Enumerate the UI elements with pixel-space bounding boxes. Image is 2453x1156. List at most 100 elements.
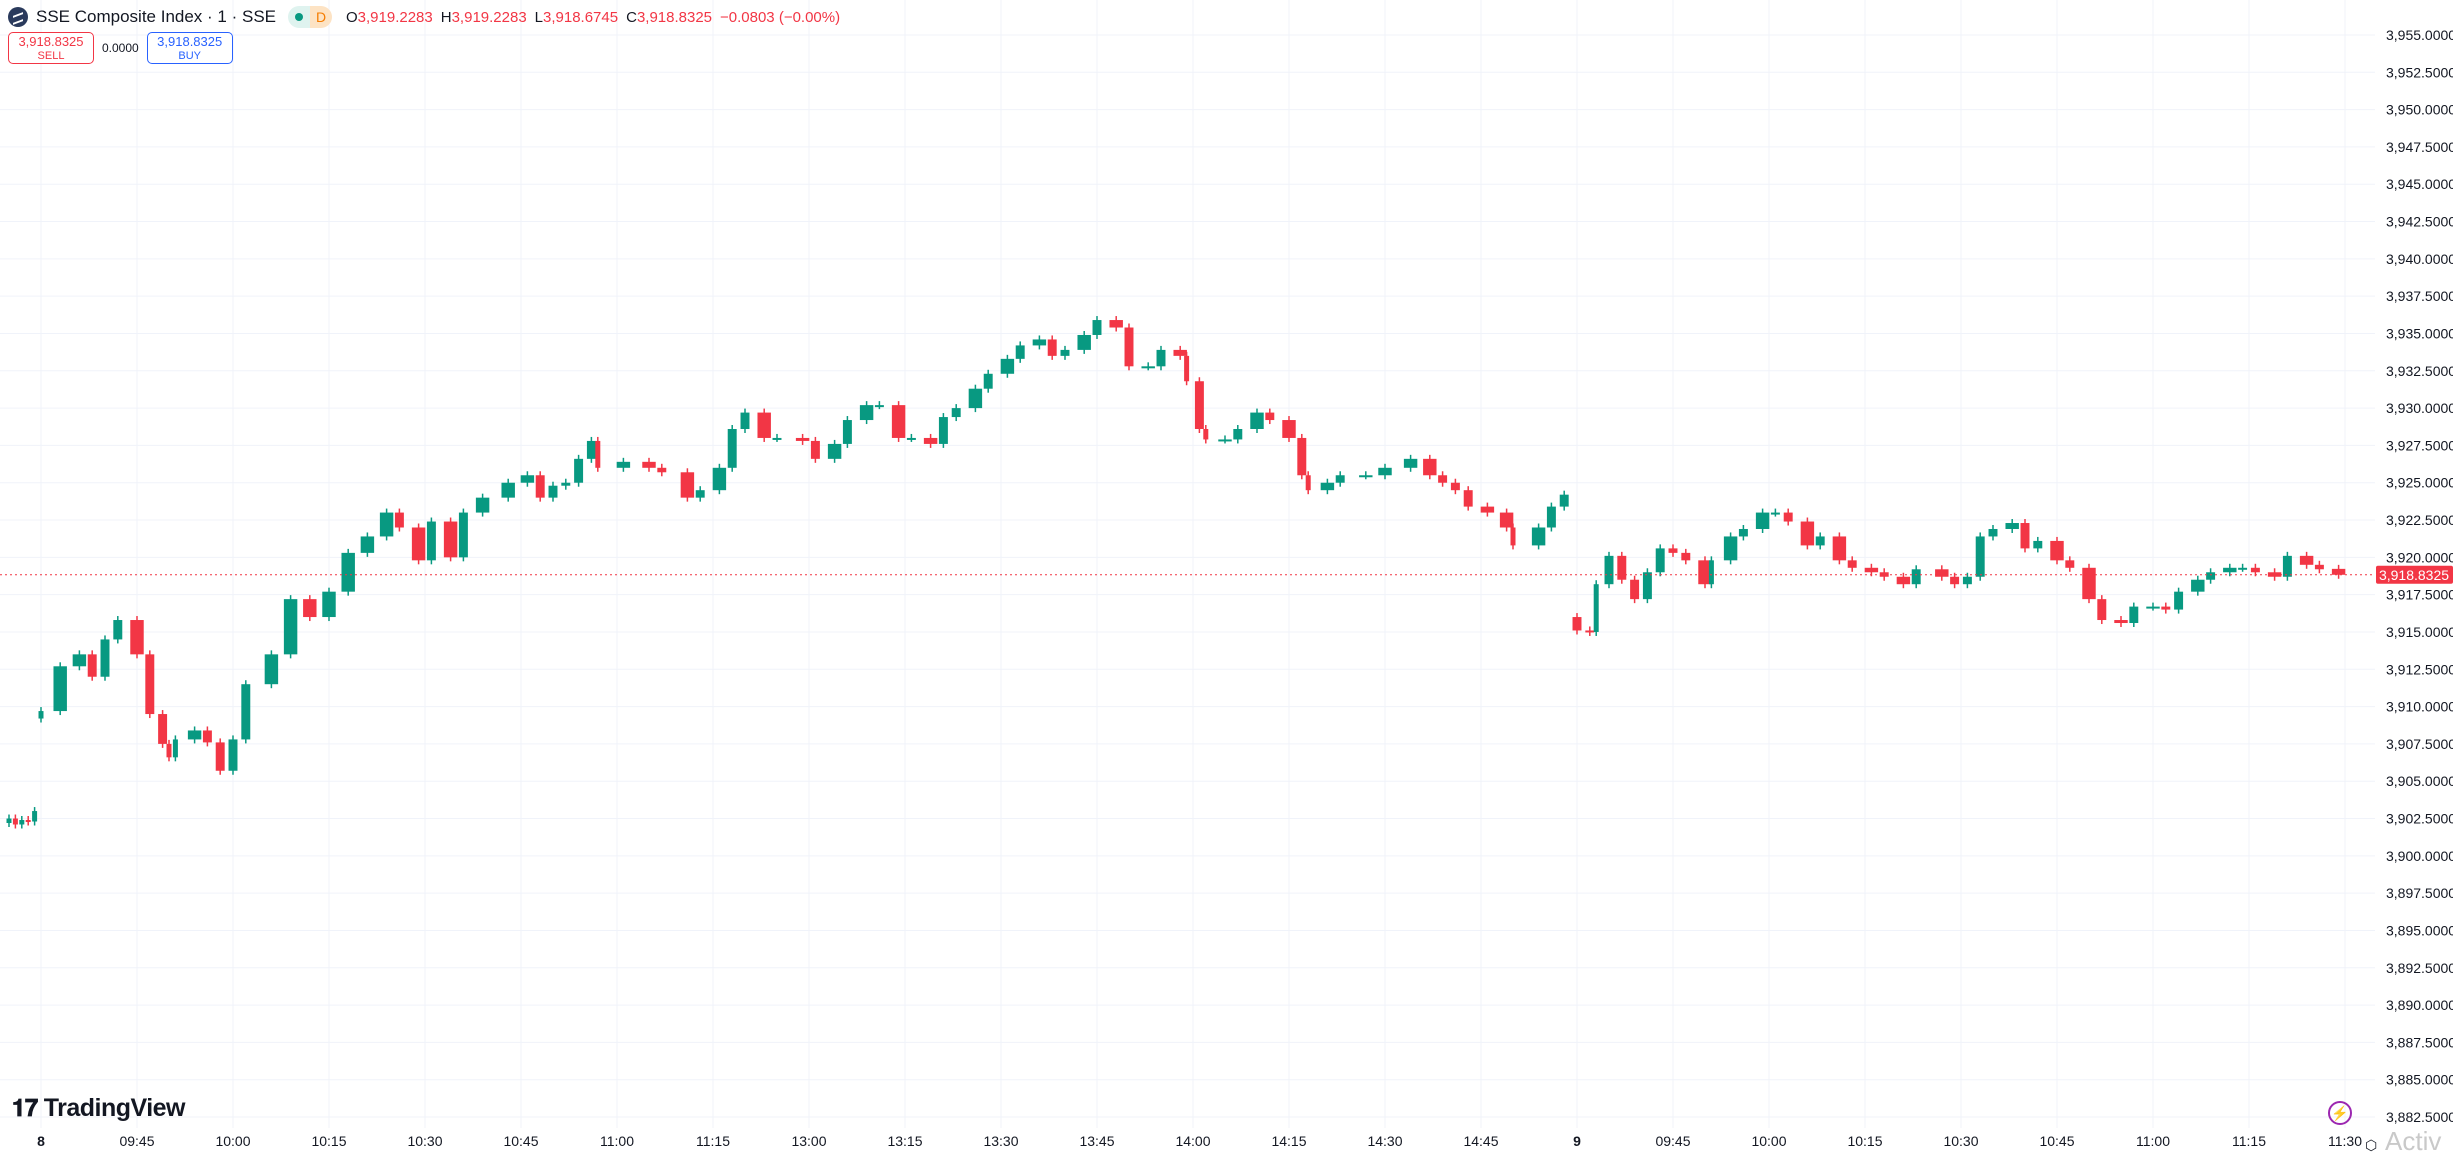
candle-down bbox=[12, 818, 18, 825]
candle-down bbox=[1847, 560, 1857, 568]
candle-down bbox=[1832, 536, 1847, 561]
candle-down bbox=[158, 714, 168, 744]
candle-down bbox=[1935, 569, 1949, 577]
candle-up bbox=[1604, 555, 1614, 585]
candle-up bbox=[983, 373, 993, 389]
price-tick-label: 3,927.5000 bbox=[2386, 437, 2453, 453]
candle-down bbox=[595, 440, 601, 468]
candle-up bbox=[1655, 548, 1665, 573]
symbol-logo-icon bbox=[8, 7, 28, 27]
candle-up bbox=[1092, 320, 1102, 335]
candle-up bbox=[712, 467, 727, 491]
lightning-icon[interactable]: ⚡ bbox=[2328, 1101, 2352, 1125]
candle-down bbox=[394, 512, 404, 528]
candle-up bbox=[2033, 540, 2043, 549]
time-tick-label: 11:00 bbox=[2136, 1133, 2170, 1149]
candle-up bbox=[1141, 366, 1155, 369]
sell-button[interactable]: 3,918.8325 SELL bbox=[8, 32, 94, 64]
trade-panel: 3,918.8325 SELL 0.0000 3,918.8325 BUY bbox=[8, 32, 233, 64]
status-badge[interactable]: D bbox=[288, 6, 332, 28]
time-tick-label: 10:30 bbox=[407, 1133, 442, 1149]
candle-down bbox=[795, 437, 810, 441]
candle-up bbox=[341, 552, 355, 592]
candle-down bbox=[87, 654, 97, 677]
candle-up bbox=[2206, 572, 2216, 580]
candle-up bbox=[241, 684, 251, 740]
candle-up bbox=[1233, 428, 1243, 440]
last-price-tag: 3,918.8325 bbox=[2376, 565, 2453, 584]
price-tick-label: 3,920.0000 bbox=[2386, 549, 2453, 565]
symbol-title[interactable]: SSE Composite Index · 1 · SSE bbox=[36, 7, 276, 26]
candle-up bbox=[695, 490, 705, 498]
candle-down bbox=[1203, 428, 1209, 440]
candle-up bbox=[1378, 467, 1392, 476]
candle-up bbox=[228, 739, 238, 771]
candles bbox=[6, 316, 2346, 829]
time-tick-label: 13:15 bbox=[887, 1133, 922, 1149]
candle-up bbox=[6, 818, 12, 823]
time-tick-label: 09:45 bbox=[1655, 1133, 1690, 1149]
candle-up bbox=[2129, 606, 2139, 624]
candle-up bbox=[772, 437, 782, 440]
candle-up bbox=[1723, 536, 1738, 561]
candle-up bbox=[475, 497, 490, 513]
candle-down bbox=[145, 654, 155, 715]
data-badge: D bbox=[310, 6, 332, 28]
candle-down bbox=[1194, 381, 1204, 429]
candle-down bbox=[202, 730, 212, 743]
candle-down bbox=[1585, 630, 1595, 633]
candle-up bbox=[740, 412, 750, 429]
candle-up bbox=[2238, 567, 2248, 570]
candle-up bbox=[874, 405, 884, 408]
price-tick-label: 3,952.5000 bbox=[2386, 64, 2453, 80]
sell-price: 3,918.8325 bbox=[18, 34, 84, 49]
price-tick-label: 3,895.0000 bbox=[2386, 922, 2453, 938]
logo-text: TradingView bbox=[43, 1094, 186, 1122]
candle-up bbox=[1531, 527, 1546, 546]
tradingview-logo[interactable]: 𝟏𝟕 TradingView bbox=[12, 1094, 186, 1123]
candle-up bbox=[187, 730, 202, 740]
time-axis[interactable]: 8 09:45 10:00 10:15 10:30 10:45 11:00 11:15 13:0… bbox=[37, 1133, 2362, 1149]
candle-up bbox=[501, 482, 515, 498]
price-tick-label: 3,930.0000 bbox=[2386, 400, 2453, 416]
candle-down bbox=[1572, 617, 1582, 631]
candle-up bbox=[1770, 512, 1780, 515]
candle-up bbox=[574, 458, 584, 483]
candle-up bbox=[100, 639, 110, 677]
candle-up bbox=[1593, 584, 1599, 632]
candle-up bbox=[426, 521, 436, 561]
time-tick-label: 09:45 bbox=[119, 1133, 154, 1149]
candle-down bbox=[1282, 420, 1296, 438]
candle-up bbox=[2174, 591, 2184, 610]
candle-down bbox=[1864, 567, 1879, 573]
candle-down bbox=[2161, 606, 2171, 610]
price-tick-label: 3,937.5000 bbox=[2386, 288, 2453, 304]
candle-down bbox=[1173, 349, 1187, 356]
open-label: O bbox=[346, 8, 358, 26]
candle-down bbox=[25, 820, 31, 823]
candle-down bbox=[1124, 327, 1134, 367]
time-tick-label: 13:00 bbox=[791, 1133, 826, 1149]
candle-down bbox=[443, 521, 458, 558]
candle-up bbox=[458, 512, 468, 558]
candle-up bbox=[379, 512, 394, 537]
legend-header: SSE Composite Index · 1 · SSE D O3,919.2… bbox=[8, 6, 840, 28]
price-axis[interactable]: 3,955.0000 3,952.5000 3,950.0000 3,947.5000… bbox=[2386, 27, 2453, 1125]
high-label: H bbox=[440, 8, 452, 26]
candle-up bbox=[906, 437, 916, 440]
price-tick-label: 3,900.0000 bbox=[2386, 848, 2453, 864]
candle-up bbox=[1218, 439, 1232, 442]
candle-down bbox=[1896, 576, 1911, 585]
time-tick-label: 14:30 bbox=[1367, 1133, 1402, 1149]
buy-button[interactable]: 3,918.8325 BUY bbox=[146, 32, 233, 64]
candle-up bbox=[2146, 606, 2160, 609]
candle-down bbox=[130, 620, 144, 655]
price-tick-label: 3,907.5000 bbox=[2386, 736, 2453, 752]
candle-up bbox=[1546, 506, 1556, 528]
settings-hex-icon[interactable]: ⬡ bbox=[2365, 1137, 2378, 1153]
candle-down bbox=[1617, 555, 1627, 580]
candle-up bbox=[38, 711, 44, 719]
candle-down bbox=[757, 412, 771, 438]
candle-down bbox=[215, 742, 225, 771]
